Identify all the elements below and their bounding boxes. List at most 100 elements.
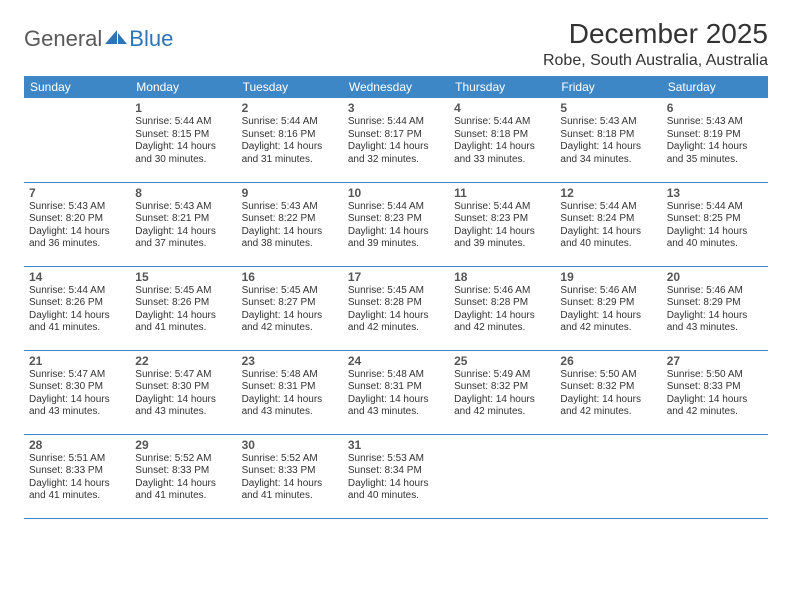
day-number: 5 — [560, 101, 656, 115]
day-info: Sunrise: 5:48 AMSunset: 8:31 PMDaylight:… — [348, 369, 444, 419]
calendar-cell: 26Sunrise: 5:50 AMSunset: 8:32 PMDayligh… — [555, 350, 661, 434]
day-number: 31 — [348, 438, 444, 452]
logo-sail-icon — [105, 30, 127, 46]
day-info: Sunrise: 5:44 AMSunset: 8:25 PMDaylight:… — [667, 201, 763, 251]
calendar-cell: 8Sunrise: 5:43 AMSunset: 8:21 PMDaylight… — [130, 182, 236, 266]
day-info: Sunrise: 5:52 AMSunset: 8:33 PMDaylight:… — [135, 453, 231, 503]
calendar-cell: 3Sunrise: 5:44 AMSunset: 8:17 PMDaylight… — [343, 98, 449, 182]
day-number: 20 — [667, 270, 763, 284]
calendar-cell: 10Sunrise: 5:44 AMSunset: 8:23 PMDayligh… — [343, 182, 449, 266]
day-number: 18 — [454, 270, 550, 284]
day-header-saturday: Saturday — [662, 76, 768, 98]
calendar-cell — [662, 434, 768, 518]
day-number: 3 — [348, 101, 444, 115]
day-number: 7 — [29, 186, 125, 200]
day-info: Sunrise: 5:45 AMSunset: 8:27 PMDaylight:… — [242, 285, 338, 335]
day-info: Sunrise: 5:43 AMSunset: 8:22 PMDaylight:… — [242, 201, 338, 251]
calendar-cell: 9Sunrise: 5:43 AMSunset: 8:22 PMDaylight… — [237, 182, 343, 266]
day-info: Sunrise: 5:43 AMSunset: 8:21 PMDaylight:… — [135, 201, 231, 251]
day-number: 1 — [135, 101, 231, 115]
day-info: Sunrise: 5:43 AMSunset: 8:20 PMDaylight:… — [29, 201, 125, 251]
day-number: 17 — [348, 270, 444, 284]
day-info: Sunrise: 5:44 AMSunset: 8:15 PMDaylight:… — [135, 116, 231, 166]
day-info: Sunrise: 5:44 AMSunset: 8:16 PMDaylight:… — [242, 116, 338, 166]
day-info: Sunrise: 5:43 AMSunset: 8:18 PMDaylight:… — [560, 116, 656, 166]
day-info: Sunrise: 5:52 AMSunset: 8:33 PMDaylight:… — [242, 453, 338, 503]
day-number: 9 — [242, 186, 338, 200]
day-number: 2 — [242, 101, 338, 115]
day-number: 30 — [242, 438, 338, 452]
month-title: December 2025 — [543, 18, 768, 50]
calendar-cell: 7Sunrise: 5:43 AMSunset: 8:20 PMDaylight… — [24, 182, 130, 266]
calendar-cell: 21Sunrise: 5:47 AMSunset: 8:30 PMDayligh… — [24, 350, 130, 434]
calendar-cell: 6Sunrise: 5:43 AMSunset: 8:19 PMDaylight… — [662, 98, 768, 182]
calendar-cell — [24, 98, 130, 182]
day-number: 22 — [135, 354, 231, 368]
day-info: Sunrise: 5:43 AMSunset: 8:19 PMDaylight:… — [667, 116, 763, 166]
day-number: 4 — [454, 101, 550, 115]
calendar-cell — [555, 434, 661, 518]
day-number: 27 — [667, 354, 763, 368]
day-number: 23 — [242, 354, 338, 368]
day-info: Sunrise: 5:51 AMSunset: 8:33 PMDaylight:… — [29, 453, 125, 503]
calendar-cell — [449, 434, 555, 518]
day-info: Sunrise: 5:53 AMSunset: 8:34 PMDaylight:… — [348, 453, 444, 503]
day-header-sunday: Sunday — [24, 76, 130, 98]
logo-text-general: General — [24, 26, 102, 52]
calendar-cell: 4Sunrise: 5:44 AMSunset: 8:18 PMDaylight… — [449, 98, 555, 182]
calendar-week-row: 7Sunrise: 5:43 AMSunset: 8:20 PMDaylight… — [24, 182, 768, 266]
day-header-thursday: Thursday — [449, 76, 555, 98]
calendar-cell: 15Sunrise: 5:45 AMSunset: 8:26 PMDayligh… — [130, 266, 236, 350]
day-info: Sunrise: 5:44 AMSunset: 8:23 PMDaylight:… — [348, 201, 444, 251]
day-number: 24 — [348, 354, 444, 368]
calendar-week-row: 21Sunrise: 5:47 AMSunset: 8:30 PMDayligh… — [24, 350, 768, 434]
calendar-cell: 13Sunrise: 5:44 AMSunset: 8:25 PMDayligh… — [662, 182, 768, 266]
day-number: 11 — [454, 186, 550, 200]
calendar-cell: 5Sunrise: 5:43 AMSunset: 8:18 PMDaylight… — [555, 98, 661, 182]
day-info: Sunrise: 5:46 AMSunset: 8:28 PMDaylight:… — [454, 285, 550, 335]
calendar-cell: 11Sunrise: 5:44 AMSunset: 8:23 PMDayligh… — [449, 182, 555, 266]
day-header-tuesday: Tuesday — [237, 76, 343, 98]
calendar-cell: 1Sunrise: 5:44 AMSunset: 8:15 PMDaylight… — [130, 98, 236, 182]
calendar-cell: 17Sunrise: 5:45 AMSunset: 8:28 PMDayligh… — [343, 266, 449, 350]
calendar-cell: 24Sunrise: 5:48 AMSunset: 8:31 PMDayligh… — [343, 350, 449, 434]
day-info: Sunrise: 5:46 AMSunset: 8:29 PMDaylight:… — [560, 285, 656, 335]
logo-text-blue: Blue — [129, 26, 173, 52]
calendar-cell: 2Sunrise: 5:44 AMSunset: 8:16 PMDaylight… — [237, 98, 343, 182]
day-number: 8 — [135, 186, 231, 200]
calendar-week-row: 1Sunrise: 5:44 AMSunset: 8:15 PMDaylight… — [24, 98, 768, 182]
day-info: Sunrise: 5:44 AMSunset: 8:23 PMDaylight:… — [454, 201, 550, 251]
day-number: 14 — [29, 270, 125, 284]
day-info: Sunrise: 5:47 AMSunset: 8:30 PMDaylight:… — [135, 369, 231, 419]
day-info: Sunrise: 5:48 AMSunset: 8:31 PMDaylight:… — [242, 369, 338, 419]
calendar-cell: 18Sunrise: 5:46 AMSunset: 8:28 PMDayligh… — [449, 266, 555, 350]
day-header-monday: Monday — [130, 76, 236, 98]
calendar-cell: 19Sunrise: 5:46 AMSunset: 8:29 PMDayligh… — [555, 266, 661, 350]
calendar-cell: 16Sunrise: 5:45 AMSunset: 8:27 PMDayligh… — [237, 266, 343, 350]
calendar-cell: 27Sunrise: 5:50 AMSunset: 8:33 PMDayligh… — [662, 350, 768, 434]
logo: General Blue — [24, 18, 173, 52]
calendar-page: General Blue December 2025 Robe, South A… — [0, 0, 792, 519]
day-info: Sunrise: 5:44 AMSunset: 8:24 PMDaylight:… — [560, 201, 656, 251]
day-info: Sunrise: 5:45 AMSunset: 8:28 PMDaylight:… — [348, 285, 444, 335]
calendar-week-row: 14Sunrise: 5:44 AMSunset: 8:26 PMDayligh… — [24, 266, 768, 350]
day-number: 19 — [560, 270, 656, 284]
day-info: Sunrise: 5:49 AMSunset: 8:32 PMDaylight:… — [454, 369, 550, 419]
day-info: Sunrise: 5:50 AMSunset: 8:33 PMDaylight:… — [667, 369, 763, 419]
title-block: December 2025 Robe, South Australia, Aus… — [543, 18, 768, 70]
day-number: 16 — [242, 270, 338, 284]
day-info: Sunrise: 5:44 AMSunset: 8:26 PMDaylight:… — [29, 285, 125, 335]
location: Robe, South Australia, Australia — [543, 52, 768, 70]
day-info: Sunrise: 5:44 AMSunset: 8:17 PMDaylight:… — [348, 116, 444, 166]
day-number: 10 — [348, 186, 444, 200]
calendar-week-row: 28Sunrise: 5:51 AMSunset: 8:33 PMDayligh… — [24, 434, 768, 518]
day-header-row: Sunday Monday Tuesday Wednesday Thursday… — [24, 76, 768, 98]
day-number: 26 — [560, 354, 656, 368]
header: General Blue December 2025 Robe, South A… — [24, 18, 768, 70]
day-number: 21 — [29, 354, 125, 368]
calendar-cell: 20Sunrise: 5:46 AMSunset: 8:29 PMDayligh… — [662, 266, 768, 350]
day-number: 13 — [667, 186, 763, 200]
day-info: Sunrise: 5:44 AMSunset: 8:18 PMDaylight:… — [454, 116, 550, 166]
calendar-cell: 30Sunrise: 5:52 AMSunset: 8:33 PMDayligh… — [237, 434, 343, 518]
day-info: Sunrise: 5:47 AMSunset: 8:30 PMDaylight:… — [29, 369, 125, 419]
